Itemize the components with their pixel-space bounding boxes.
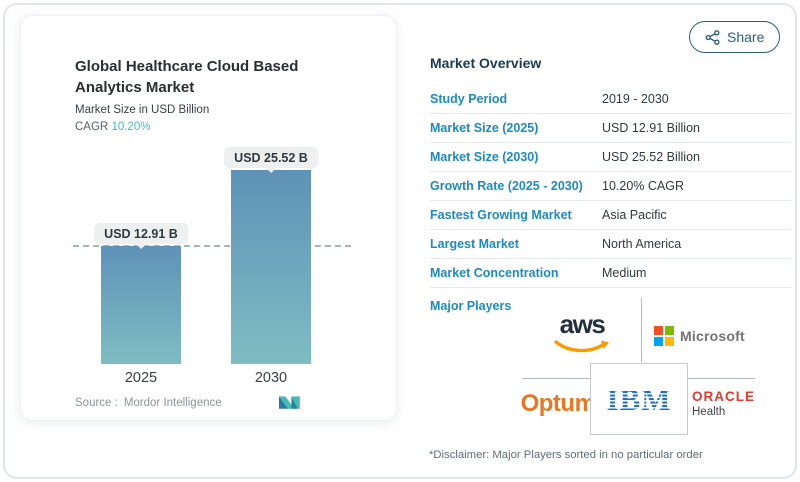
reference-dashed-line bbox=[73, 245, 351, 247]
table-row: Market Size (2030) USD 25.52 Billion bbox=[430, 143, 791, 172]
bar-label-pill: USD 12.91 B bbox=[94, 223, 188, 244]
microsoft-logo: Microsoft bbox=[654, 326, 745, 346]
chart-subtitle: Market Size in USD Billion bbox=[75, 104, 210, 116]
svg-text:IBM: IBM bbox=[607, 384, 672, 414]
cagr-label: CAGR bbox=[75, 121, 109, 133]
chart-title: Global Healthcare Cloud Based Analytics … bbox=[75, 58, 299, 97]
share-button[interactable]: Share bbox=[689, 21, 781, 53]
row-label: Market Size (2030) bbox=[430, 150, 539, 164]
cagr-line: CAGR 10.20% bbox=[75, 121, 150, 133]
share-label: Share bbox=[727, 29, 765, 45]
cagr-value: 10.20% bbox=[111, 121, 151, 133]
row-label: Fastest Growing Market bbox=[430, 208, 572, 222]
report-card: Share Global Healthcare Cloud Based Anal… bbox=[3, 3, 797, 479]
aws-smile-icon bbox=[553, 340, 611, 359]
row-value: Medium bbox=[602, 266, 647, 280]
table-row: Largest Market North America bbox=[430, 230, 791, 259]
source-value: Mordor Intelligence bbox=[123, 397, 222, 409]
row-label: Market Concentration bbox=[430, 266, 559, 280]
overview-table: Study Period 2019 - 2030 Market Size (20… bbox=[430, 85, 791, 288]
table-row: Study Period 2019 - 2030 bbox=[430, 85, 791, 114]
row-value: USD 12.91 Billion bbox=[602, 121, 700, 135]
oracle-wordmark: ORACLE bbox=[692, 389, 755, 404]
ibm-logo: IBM bbox=[590, 363, 688, 435]
overview-title: Market Overview bbox=[430, 55, 542, 71]
aws-logo: aws bbox=[559, 309, 606, 339]
major-players-label: Major Players bbox=[430, 299, 512, 313]
row-label: Growth Rate (2025 - 2030) bbox=[430, 179, 583, 193]
table-row: Market Concentration Medium bbox=[430, 259, 791, 288]
bar bbox=[231, 170, 311, 364]
row-label: Market Size (2025) bbox=[430, 121, 539, 135]
chart-card: Global Healthcare Cloud Based Analytics … bbox=[20, 15, 397, 421]
row-label: Largest Market bbox=[430, 237, 519, 251]
disclaimer: *Disclaimer: Major Players sorted in no … bbox=[429, 449, 703, 461]
row-value: USD 25.52 Billion bbox=[602, 150, 700, 164]
players-divider-vertical bbox=[641, 298, 642, 362]
row-label: Study Period bbox=[430, 92, 508, 106]
table-row: Growth Rate (2025 - 2030) 10.20% CAGR bbox=[430, 172, 791, 201]
row-value: Asia Pacific bbox=[602, 208, 667, 222]
oracle-health-logo: ORACLE Health bbox=[692, 389, 755, 418]
major-players-section: Major Players aws Microsoft Optum bbox=[430, 293, 791, 445]
row-value: 10.20% CAGR bbox=[602, 179, 684, 193]
share-icon bbox=[705, 29, 720, 45]
microsoft-squares-icon bbox=[654, 326, 674, 346]
oracle-health-word: Health bbox=[692, 405, 726, 418]
mordor-intelligence-logo-icon bbox=[279, 392, 305, 415]
source-label: Source : bbox=[75, 397, 118, 409]
source-line: Source : Mordor Intelligence bbox=[75, 397, 222, 409]
bar-label-pill: USD 25.52 B bbox=[224, 147, 318, 168]
x-axis-label: 2025 bbox=[124, 370, 158, 386]
table-row: Market Size (2025) USD 12.91 Billion bbox=[430, 114, 791, 143]
bar bbox=[101, 246, 181, 364]
optum-logo: Optum bbox=[520, 390, 596, 417]
row-value: 2019 - 2030 bbox=[602, 92, 669, 106]
table-row: Fastest Growing Market Asia Pacific bbox=[430, 201, 791, 230]
x-axis-label: 2030 bbox=[254, 370, 288, 386]
row-value: North America bbox=[602, 237, 682, 251]
microsoft-wordmark: Microsoft bbox=[680, 328, 745, 344]
